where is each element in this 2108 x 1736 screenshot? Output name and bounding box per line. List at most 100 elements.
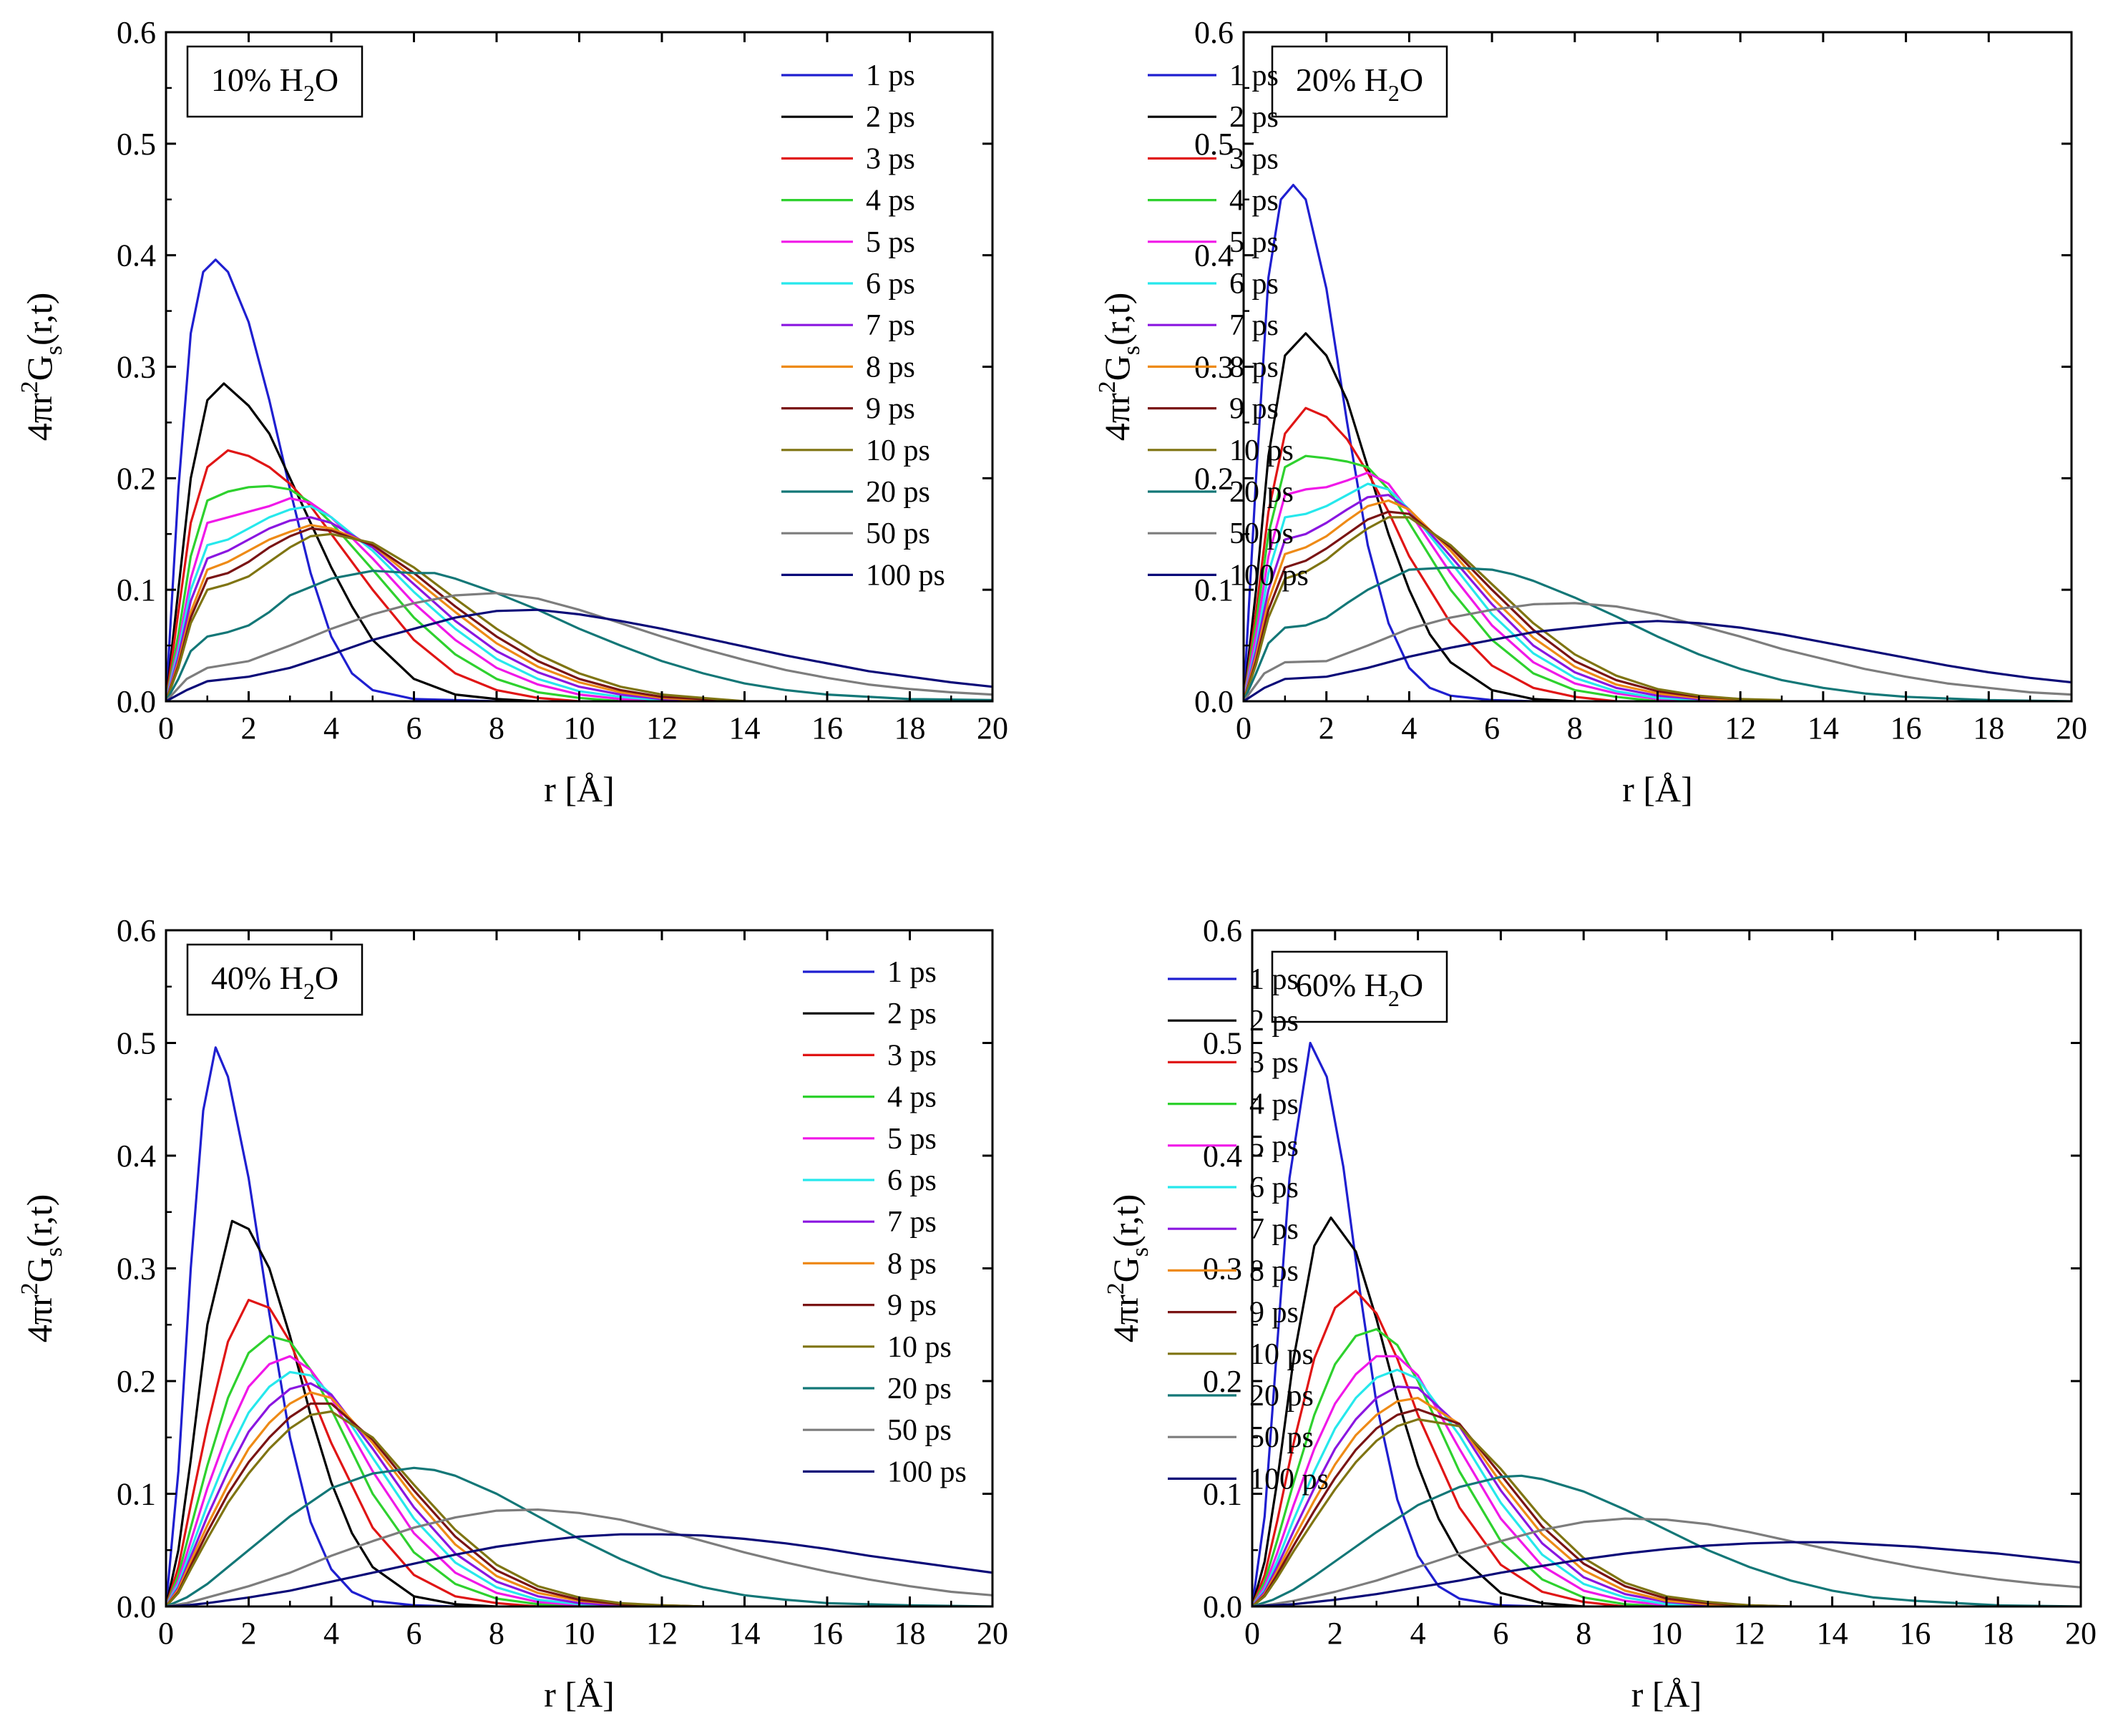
series-lines <box>1252 1041 2081 1606</box>
y-axis-label: 4πr2Gs(r,t) <box>1094 293 1145 442</box>
y-tick-label: 0.1 <box>117 1477 156 1512</box>
legend-label: 1 ps <box>866 59 915 92</box>
legend-label: 5 ps <box>887 1123 937 1156</box>
y-tick-label: 0.2 <box>117 1364 156 1399</box>
y-axis-label: 4πr2Gs(r,t) <box>16 293 67 442</box>
y-tick-label: 0.0 <box>117 1589 156 1624</box>
x-tick-label: 2 <box>1319 711 1334 746</box>
x-tick-label: 16 <box>1899 1616 1931 1651</box>
x-tick-label: 10 <box>1651 1616 1682 1651</box>
y-tick-label: 0.5 <box>1203 1026 1242 1061</box>
y-tick-label: 0.2 <box>1194 461 1234 496</box>
series-line-8ps <box>166 1391 663 1606</box>
series-line-100ps <box>1252 1541 2081 1606</box>
series-line-50ps <box>1252 1517 2081 1606</box>
series-line-8ps <box>1252 1396 1750 1606</box>
y-tick-label: 0.0 <box>1194 684 1234 719</box>
legend-label: 8 ps <box>866 351 915 384</box>
x-tick-label: 10 <box>1642 711 1674 746</box>
x-tick-label: 12 <box>646 1616 678 1651</box>
x-tick-label: 2 <box>241 1616 257 1651</box>
plot-frame <box>165 929 994 1608</box>
x-tick-label: 14 <box>1817 1616 1848 1651</box>
legend-label: 10 ps <box>1229 434 1294 467</box>
x-tick-label: 10 <box>564 711 595 746</box>
legend-label: 8 ps <box>1229 351 1279 384</box>
legend-label: 9 ps <box>866 393 915 426</box>
legend-label: 3 ps <box>887 1039 937 1072</box>
legend: 1 ps 2 ps 3 ps 4 ps 5 ps 6 ps 7 ps 8 ps 9 ps 10 p… <box>1168 963 1329 1496</box>
legend-label: 6 ps <box>887 1164 937 1197</box>
condition-label: 20% H2O <box>1296 62 1423 106</box>
series-line-5ps <box>1252 1355 1708 1606</box>
x-tick-label: 12 <box>1734 1616 1765 1651</box>
series-line-10ps <box>166 1410 703 1606</box>
x-tick-label: 6 <box>1493 1616 1508 1651</box>
chart-panel-3: 0 2 4 6 8 10 12 14 16 18 20 0.0 0.1 0.2 0.3 0.4 0.5 0.6 r … <box>16 913 1008 1715</box>
y-tick-label: 0.5 <box>1194 127 1234 162</box>
series-line-7ps <box>1244 494 1741 701</box>
legend-label: 2 ps <box>1229 101 1279 134</box>
legend-label: 50 ps <box>887 1414 952 1447</box>
y-tick-label: 0.4 <box>117 1138 156 1174</box>
y-tick-label: 0.6 <box>117 913 156 948</box>
x-tick-label: 18 <box>894 711 926 746</box>
series-line-10ps <box>1244 516 1782 701</box>
y-axis-label: 4πr2Gs(r,t) <box>1103 1194 1153 1343</box>
x-tick-label: 20 <box>2065 1616 2097 1651</box>
legend-label: 5 ps <box>1249 1130 1299 1163</box>
x-tick-label: 20 <box>2056 711 2087 746</box>
y-tick-label: 0.6 <box>1203 913 1242 948</box>
x-axis-label: r [Å] <box>544 769 615 809</box>
x-tick-label: 6 <box>406 1616 422 1651</box>
x-tick-label: 8 <box>1567 711 1583 746</box>
y-tick-label: 0.6 <box>1194 15 1234 50</box>
legend-label: 3 ps <box>1229 142 1279 175</box>
x-tick-label: 16 <box>1890 711 1922 746</box>
series-line-3ps <box>1252 1289 1626 1606</box>
x-axis-label: r [Å] <box>1631 1674 1702 1715</box>
series-line-8ps <box>1244 499 1741 701</box>
series-line-20ps <box>166 1466 992 1606</box>
series-line-6ps <box>1244 482 1699 701</box>
x-tick-label: 20 <box>977 711 1008 746</box>
legend-label: 8 ps <box>1249 1254 1299 1287</box>
legend-label: 5 ps <box>1229 226 1279 259</box>
legend-label: 9 ps <box>887 1289 937 1322</box>
y-tick-label: 0.1 <box>117 572 156 608</box>
legend-label: 10 ps <box>1249 1338 1314 1371</box>
series-line-7ps <box>166 1382 663 1606</box>
condition-box <box>186 45 363 118</box>
legend-label: 20 ps <box>866 476 930 509</box>
x-tick-label: 16 <box>811 1616 843 1651</box>
legend-label: 100 ps <box>1229 559 1309 592</box>
series-line-100ps <box>166 608 992 701</box>
legend-label: 4 ps <box>887 1081 937 1114</box>
series-lines <box>1244 183 2072 701</box>
legend-label: 7 ps <box>1249 1213 1299 1246</box>
legend-label: 7 ps <box>1229 309 1279 342</box>
series-line-2ps <box>1252 1216 1584 1606</box>
y-tick-label: 0.5 <box>117 1026 156 1061</box>
legend-label: 50 ps <box>1249 1421 1314 1454</box>
series-line-50ps <box>166 592 992 701</box>
legend: 1 ps 2 ps 3 ps 4 ps 5 ps 6 ps 7 ps 8 ps 9 ps 10 p… <box>781 59 945 592</box>
condition-box <box>1271 950 1448 1023</box>
legend-label: 10 ps <box>887 1331 952 1364</box>
series-line-50ps <box>166 1508 992 1606</box>
series-line-5ps <box>166 497 663 701</box>
legend-label: 100 ps <box>887 1455 967 1488</box>
x-tick-label: 8 <box>489 1616 504 1651</box>
legend-label: 20 ps <box>887 1372 952 1405</box>
x-tick-label: 6 <box>406 711 422 746</box>
x-tick-label: 6 <box>1484 711 1500 746</box>
legend-label: 50 ps <box>1229 517 1294 550</box>
legend-label: 4 ps <box>1229 185 1279 218</box>
y-axis-label: 4πr2Gs(r,t) <box>16 1194 67 1343</box>
series-line-4ps <box>166 1335 580 1606</box>
series-line-7ps <box>1252 1385 1750 1606</box>
y-tick-label: 0.0 <box>1203 1589 1242 1624</box>
series-line-10ps <box>1252 1418 1791 1606</box>
x-tick-label: 18 <box>894 1616 926 1651</box>
legend-label: 4 ps <box>1249 1088 1299 1121</box>
